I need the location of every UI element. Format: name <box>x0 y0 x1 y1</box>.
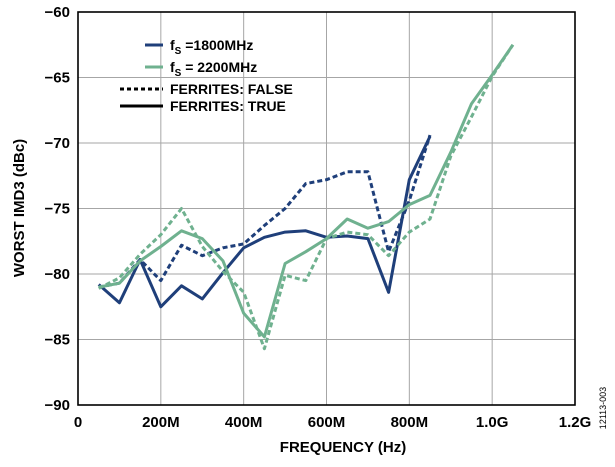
legend-label-1: fS = 2200MHz <box>170 59 257 79</box>
legend-ferrites-true: FERRITES: TRUE <box>170 98 286 114</box>
series-lines <box>97 43 515 351</box>
fs-2200mhz-ferrites-false-line <box>98 43 515 351</box>
fs-1800mhz-ferrites-true-line <box>97 135 432 309</box>
fs-2200mhz-ferrites-true-line <box>98 43 515 339</box>
fs-1800mhz-ferrites-false-line <box>98 134 432 289</box>
legend-ferrites-false: FERRITES: FALSE <box>170 81 293 97</box>
grid <box>77 11 576 406</box>
plot-frame <box>77 11 576 406</box>
y-tick-label: −70 <box>45 135 70 152</box>
x-tick-label: 1.0G <box>476 414 509 431</box>
tick-labels: 0 200M 400M 600M 800M 1.0G 1.2G −90 −85 −80 −75 −70… <box>45 4 592 431</box>
x-tick-label: 600M <box>308 414 346 431</box>
y-tick-label: −90 <box>45 397 70 414</box>
figure-id: 12113-003 <box>598 387 608 429</box>
x-tick-label: 800M <box>391 414 429 431</box>
x-tick-label: 1.2G <box>559 414 592 431</box>
y-tick-label: −60 <box>45 4 70 21</box>
y-tick-label: −65 <box>45 70 70 87</box>
y-axis-title: WORST IMD3 (dBc) <box>11 139 28 277</box>
y-tick-label: −80 <box>45 266 70 283</box>
legend-label-0: fS =1800MHz <box>170 37 253 57</box>
x-tick-label: 0 <box>74 414 82 431</box>
x-tick-label: 200M <box>142 414 180 431</box>
y-tick-label: −85 <box>45 332 70 349</box>
y-tick-label: −75 <box>45 201 70 218</box>
x-axis-title: FREQUENCY (Hz) <box>280 439 406 456</box>
x-tick-label: 400M <box>225 414 263 431</box>
